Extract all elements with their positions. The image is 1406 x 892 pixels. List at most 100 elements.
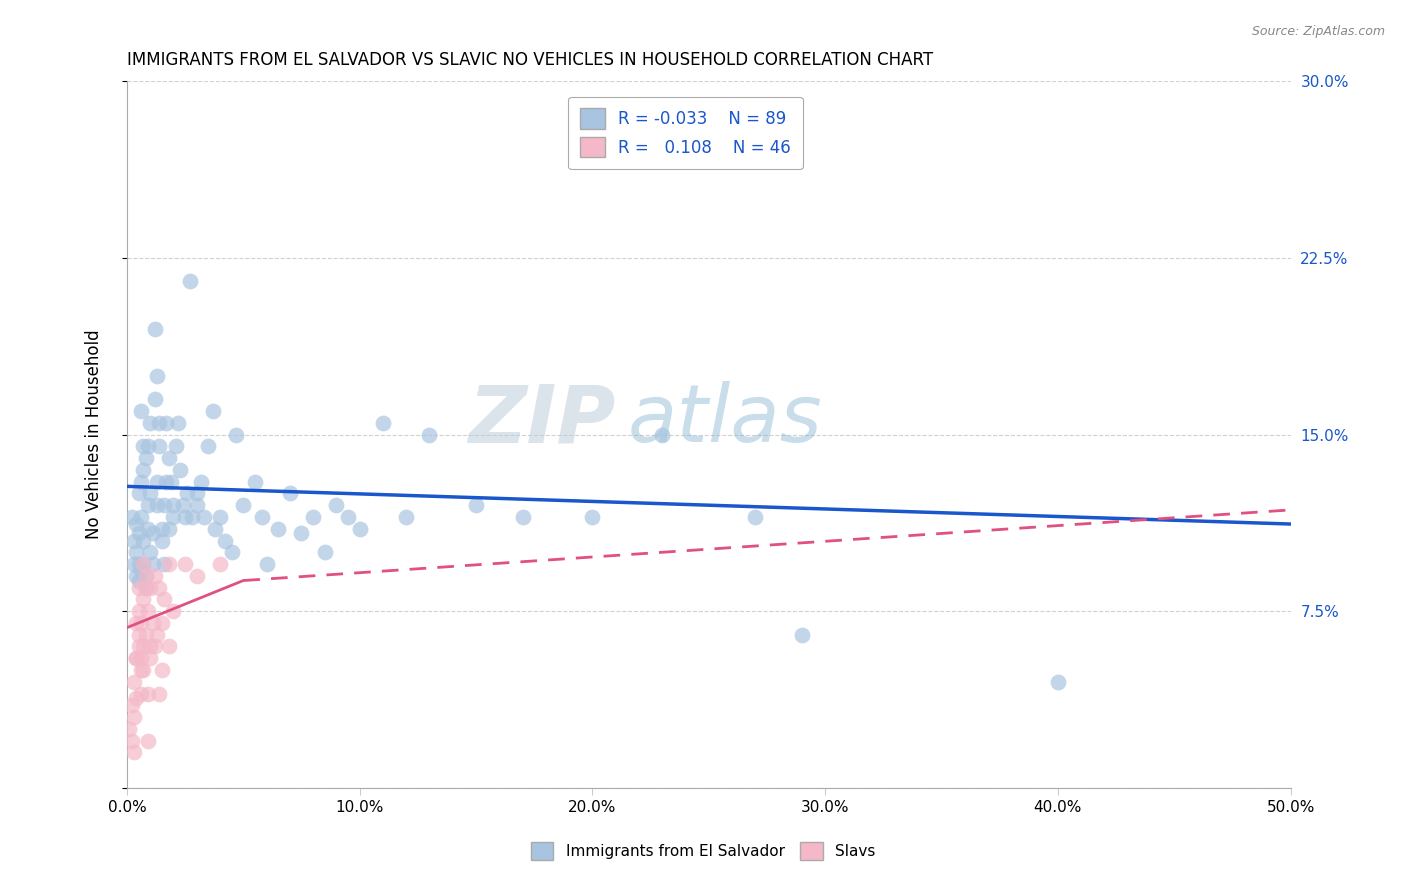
Point xyxy=(208,510,231,524)
Point xyxy=(129,651,152,665)
Point xyxy=(232,498,254,512)
Point xyxy=(250,510,273,524)
Point xyxy=(148,439,170,453)
Point xyxy=(129,663,152,677)
Point xyxy=(148,416,170,430)
Point xyxy=(157,640,180,654)
Point xyxy=(314,545,336,559)
Point xyxy=(132,533,155,548)
Point xyxy=(167,416,190,430)
Point xyxy=(225,427,247,442)
Point xyxy=(150,522,173,536)
Point xyxy=(128,486,150,500)
Point xyxy=(197,439,219,453)
Point xyxy=(581,510,603,524)
Point xyxy=(243,475,266,489)
Point xyxy=(146,475,169,489)
Point xyxy=(465,498,488,512)
Point xyxy=(172,498,194,512)
Point xyxy=(139,581,162,595)
Point xyxy=(186,486,208,500)
Point xyxy=(128,604,150,618)
Point xyxy=(1046,674,1069,689)
Point xyxy=(150,615,173,630)
Point xyxy=(141,557,163,571)
Point xyxy=(128,574,150,588)
Point xyxy=(744,510,766,524)
Point xyxy=(122,746,145,760)
Text: atlas: atlas xyxy=(627,382,823,459)
Point xyxy=(129,404,152,418)
Point xyxy=(121,510,143,524)
Point xyxy=(157,522,180,536)
Point xyxy=(174,557,197,571)
Point xyxy=(160,475,183,489)
Point xyxy=(146,368,169,383)
Point xyxy=(121,698,143,713)
Point xyxy=(122,557,145,571)
Point xyxy=(179,275,201,289)
Point xyxy=(221,545,243,559)
Point xyxy=(143,640,166,654)
Point xyxy=(136,498,159,512)
Point xyxy=(204,522,226,536)
Point xyxy=(135,569,157,583)
Point xyxy=(141,615,163,630)
Point xyxy=(153,557,176,571)
Point xyxy=(186,498,208,512)
Point xyxy=(143,321,166,335)
Point xyxy=(155,416,177,430)
Point xyxy=(349,522,371,536)
Point xyxy=(132,592,155,607)
Y-axis label: No Vehicles in Household: No Vehicles in Household xyxy=(86,330,103,540)
Point xyxy=(129,615,152,630)
Point xyxy=(186,569,208,583)
Point xyxy=(208,557,231,571)
Point xyxy=(395,510,418,524)
Point xyxy=(125,569,148,583)
Point xyxy=(143,569,166,583)
Point xyxy=(135,451,157,466)
Point xyxy=(128,581,150,595)
Point xyxy=(157,451,180,466)
Point xyxy=(162,604,184,618)
Point xyxy=(256,557,278,571)
Point xyxy=(136,604,159,618)
Point xyxy=(162,510,184,524)
Point xyxy=(128,526,150,541)
Point xyxy=(125,615,148,630)
Point xyxy=(302,510,325,524)
Point xyxy=(136,687,159,701)
Point xyxy=(132,463,155,477)
Point xyxy=(129,687,152,701)
Point xyxy=(139,545,162,559)
Point xyxy=(132,439,155,453)
Point xyxy=(136,522,159,536)
Point xyxy=(337,510,360,524)
Point xyxy=(143,392,166,407)
Point xyxy=(148,687,170,701)
Point xyxy=(135,581,157,595)
Point xyxy=(135,581,157,595)
Point xyxy=(267,522,290,536)
Point xyxy=(651,427,673,442)
Point xyxy=(122,533,145,548)
Point xyxy=(121,733,143,747)
Point xyxy=(193,510,215,524)
Point xyxy=(371,416,394,430)
Text: ZIP: ZIP xyxy=(468,382,616,459)
Point xyxy=(118,722,141,736)
Point xyxy=(146,628,169,642)
Point xyxy=(132,640,155,654)
Point xyxy=(214,533,236,548)
Point xyxy=(129,475,152,489)
Point xyxy=(150,663,173,677)
Point xyxy=(325,498,347,512)
Point xyxy=(139,486,162,500)
Point xyxy=(139,416,162,430)
Point xyxy=(141,526,163,541)
Point xyxy=(162,498,184,512)
Point xyxy=(190,475,212,489)
Point xyxy=(135,569,157,583)
Point xyxy=(135,628,157,642)
